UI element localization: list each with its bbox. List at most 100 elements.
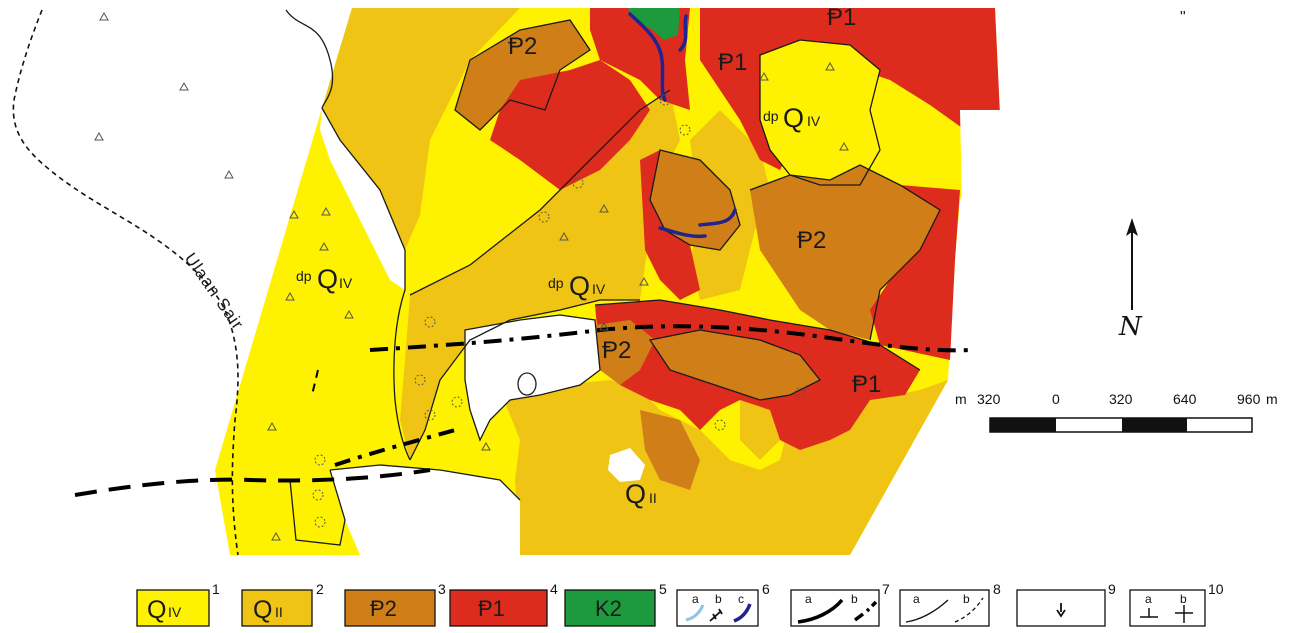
legend-item-6: a b c 6	[676, 581, 770, 627]
legend-1-sub: IV	[168, 604, 182, 620]
legend-8-a-symbol-icon	[905, 599, 949, 623]
label-qiv-center-sub: IV	[592, 281, 606, 297]
label-qiv-north-letter: Q	[783, 103, 804, 133]
river-ulaan-sair	[12, 9, 239, 556]
unit-qii-central-strip	[400, 90, 680, 460]
legend-6-a: a	[692, 592, 699, 606]
scale-tick-1: 0	[1052, 391, 1060, 407]
fault-dashed-south	[74, 468, 431, 497]
legend-1-letter: Q	[147, 596, 166, 624]
legend-10-b: b	[1180, 592, 1187, 606]
legend-item-10: a b 10	[1129, 581, 1224, 627]
fault-lines	[74, 324, 971, 497]
label-p2-nw: Ᵽ2	[508, 33, 537, 60]
legend-10-b-symbol-icon	[1175, 605, 1193, 623]
scale-unit-left: m	[955, 391, 967, 407]
legend-item-7: a b 7	[790, 581, 890, 627]
label-qiv-west-prefix: dp	[296, 268, 312, 284]
label-qiv-north-prefix: dp	[763, 108, 779, 124]
unit-p1-west-center	[490, 60, 650, 190]
legend-3-text: Ᵽ2	[370, 596, 397, 621]
north-arrow-head-icon	[1126, 218, 1138, 236]
fault-short-w	[311, 369, 319, 396]
unit-p1-east	[870, 185, 960, 360]
fault-dashdot-south	[334, 428, 456, 467]
legend-9-num: 9	[1108, 581, 1116, 597]
unit-p2-south	[595, 320, 655, 385]
scale-tick-2: 320	[1109, 391, 1133, 407]
label-qii-south-sub: II	[649, 490, 657, 506]
unit-k2	[628, 8, 680, 40]
gap-small	[608, 448, 645, 482]
unit-p2-center	[650, 150, 740, 250]
label-qii-south-letter: Q	[625, 479, 646, 509]
contact-lines	[285, 9, 941, 546]
unit-p2-sw-lobe	[640, 410, 700, 490]
legend-item-1: Q IV 1	[136, 581, 220, 627]
gullies	[628, 12, 737, 239]
unit-p2-nw	[455, 20, 590, 130]
legend-4-num: 4	[550, 581, 558, 597]
legend-8-num: 8	[993, 581, 1001, 597]
fault-dashdot-north	[369, 324, 971, 353]
unit-p1-center	[640, 150, 700, 300]
legend-7-b: b	[851, 592, 858, 606]
legend-4-text: Ᵽ1	[478, 596, 505, 621]
label-qiv-center-letter: Q	[569, 271, 590, 301]
legend-3-num: 3	[438, 581, 446, 597]
legend-10-num: 10	[1208, 581, 1224, 597]
north-arrow-label: N	[1118, 312, 1143, 342]
legend-10-a-symbol-icon	[1140, 608, 1158, 618]
legend-5-num: 5	[659, 581, 667, 597]
label-qiv-west-sub: IV	[339, 275, 353, 291]
map-area: dp Q IV dp Q IV dp Q IV Q II Ᵽ2 Ᵽ2 Ᵽ2 Ᵽ1…	[12, 4, 1186, 556]
legend-5-text: K2	[595, 596, 622, 621]
gap-south-left	[330, 465, 520, 555]
unit-p2-south-band	[650, 330, 820, 400]
label-qiv-north-sub: IV	[807, 113, 821, 129]
legend-7-num: 7	[882, 581, 890, 597]
scale-tick-4: 960	[1237, 391, 1261, 407]
legend-10-a: a	[1145, 592, 1152, 606]
scale-tick-0: 320	[977, 391, 1001, 407]
legend-item-4: Ᵽ1 4	[449, 581, 558, 627]
gap-oval	[517, 372, 537, 396]
legend-2-sub: II	[275, 604, 283, 620]
legend-7-a-symbol-icon	[797, 598, 844, 624]
legend-item-8: a b 8	[899, 581, 1001, 627]
legend-8-a: a	[913, 592, 920, 606]
legend-6-b-symbol-icon	[709, 608, 723, 622]
legend-6-a-symbol-icon	[685, 604, 705, 622]
legend: Q IV 1 Q II 2 Ᵽ2 3 Ᵽ1 4 K2 5	[136, 581, 1224, 627]
legend-item-3: Ᵽ2 3	[344, 581, 446, 627]
label-qiv-center-prefix: dp	[548, 275, 564, 291]
label-tick-mark: "	[1180, 9, 1186, 26]
label-qiv-west-letter: Q	[317, 264, 338, 294]
label-p2-east: Ᵽ2	[797, 227, 826, 254]
unit-qiv-north	[760, 40, 880, 185]
scree-symbols	[94, 11, 849, 541]
gap-nw	[320, 108, 405, 290]
label-p1-north: Ᵽ1	[718, 49, 747, 76]
legend-8-b: b	[963, 592, 970, 606]
gravel-symbols	[312, 94, 806, 528]
legend-item-2: Q II 2	[241, 581, 324, 627]
legend-8-b-symbol-icon	[954, 597, 984, 623]
legend-item-5: K2 5	[564, 581, 667, 627]
legend-7-a: a	[805, 592, 812, 606]
legend-6-c-symbol-icon	[733, 603, 752, 623]
label-p2-center: Ᵽ2	[602, 337, 631, 364]
scale-bar: m m 320 0 320 640 960	[955, 391, 1278, 433]
scale-tick-3: 640	[1173, 391, 1197, 407]
legend-6-num: 6	[762, 581, 770, 597]
legend-2-num: 2	[316, 581, 324, 597]
label-p1-south: Ᵽ1	[852, 371, 881, 398]
gap-east	[955, 110, 1000, 380]
legend-6-b: b	[715, 592, 722, 606]
legend-6-c: c	[738, 592, 744, 606]
label-p1-top: Ᵽ1	[827, 4, 856, 31]
legend-9-symbol-icon	[1056, 603, 1066, 618]
legend-item-9: 9	[1016, 581, 1116, 627]
legend-2-letter: Q	[253, 596, 272, 624]
